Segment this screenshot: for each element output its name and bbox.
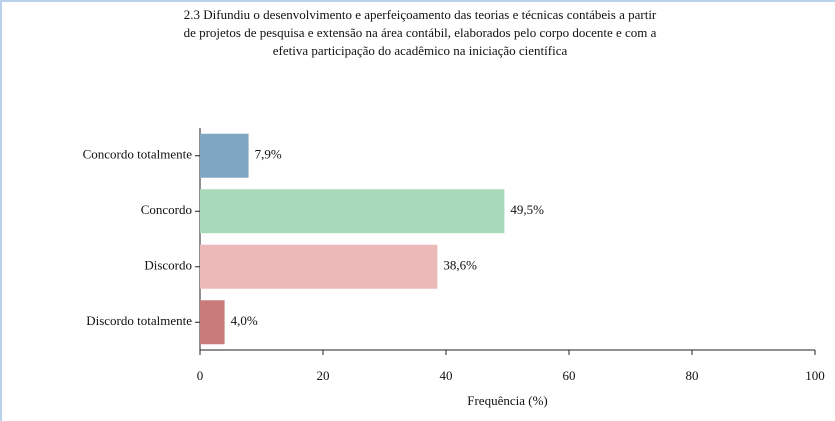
y-tick-label: Concordo totalmente	[83, 147, 193, 162]
x-tick-label: 40	[440, 368, 453, 383]
value-label: 7,9%	[255, 147, 282, 162]
value-label: 4,0%	[231, 313, 258, 328]
bar	[200, 244, 438, 289]
value-label: 49,5%	[510, 202, 544, 217]
chart-title: 2.3 Difundiu o desenvolvimento e aperfei…	[184, 7, 657, 22]
x-tick-label: 0	[197, 368, 204, 383]
y-tick-label: Discordo	[144, 258, 192, 273]
y-tick-label: Discordo totalmente	[86, 313, 192, 328]
x-tick-label: 20	[317, 368, 330, 383]
bar	[200, 189, 505, 234]
x-tick-label: 80	[686, 368, 699, 383]
chart-title: efetiva participação do acadêmico na ini…	[273, 43, 568, 58]
bar	[200, 300, 225, 345]
y-tick-label: Concordo	[141, 202, 192, 217]
bar	[200, 133, 249, 178]
x-axis-label: Frequência (%)	[467, 393, 548, 408]
chart-title: de projetos de pesquisa e extensão na ár…	[184, 25, 657, 40]
value-label: 38,6%	[443, 258, 477, 273]
x-tick-label: 60	[563, 368, 576, 383]
x-tick-label: 100	[805, 368, 825, 383]
